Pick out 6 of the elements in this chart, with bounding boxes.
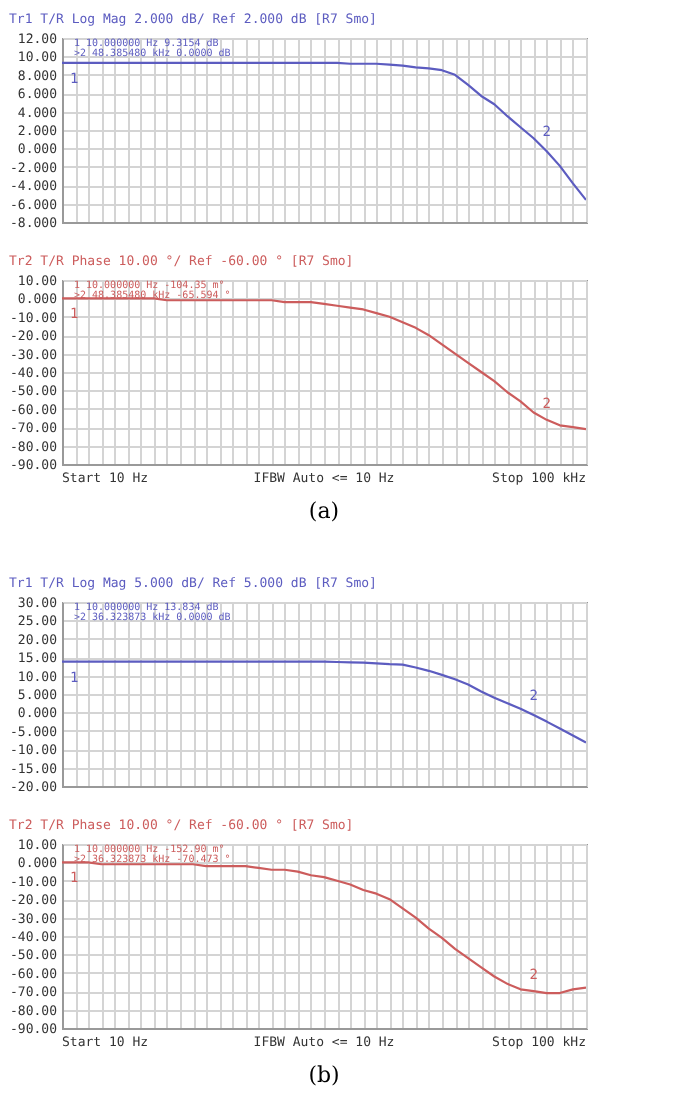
line-series [62, 660, 586, 744]
line-series [62, 61, 586, 202]
line-series [62, 861, 586, 995]
text: (b) [308, 1062, 340, 1088]
text: (a) [308, 498, 340, 524]
line-series [62, 297, 586, 431]
